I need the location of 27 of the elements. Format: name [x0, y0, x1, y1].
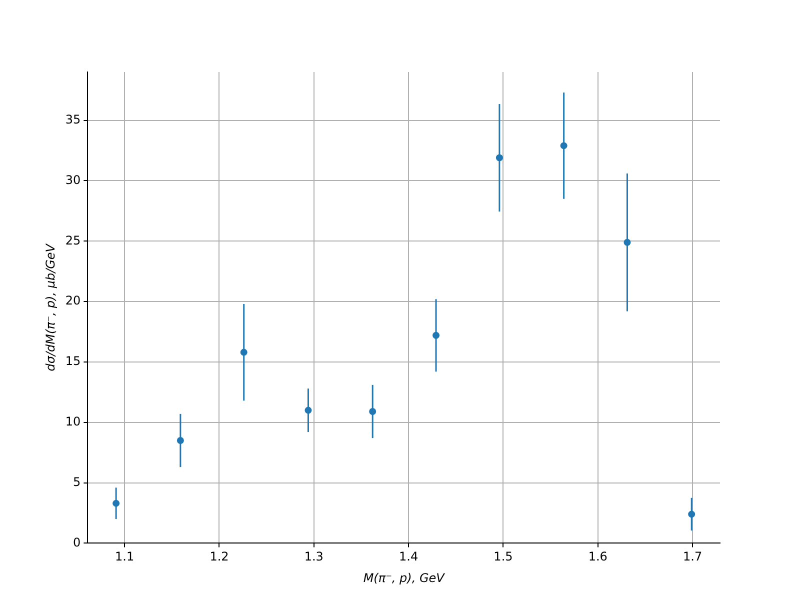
y-tick-label: 10: [65, 414, 81, 429]
y-tick-label: 25: [65, 233, 81, 248]
point: [496, 154, 503, 162]
point: [432, 332, 440, 339]
point: [240, 348, 248, 356]
x-tick-label: 1.7: [683, 550, 702, 564]
point: [112, 500, 120, 507]
y-tick-label: 20: [65, 294, 81, 308]
x-tick-label: 1.3: [304, 550, 324, 564]
y-axis-title: dσ/dM(π⁻, p), μb/GeV: [43, 243, 58, 372]
point: [176, 437, 184, 444]
y-tick-label: 15: [65, 354, 81, 368]
point: [560, 142, 568, 150]
x-tick-label: 1.6: [588, 550, 608, 564]
x-tick-label: 1.1: [115, 550, 134, 564]
y-tick-label: 35: [65, 112, 81, 126]
point: [369, 408, 376, 416]
x-axis-title: M(π⁻, p), GeV: [363, 570, 446, 585]
point: [688, 510, 696, 518]
x-tick-label: 1.2: [210, 550, 229, 564]
y-tick-label: 5: [73, 474, 81, 489]
y-tick-label: 0: [73, 535, 81, 550]
point: [624, 238, 631, 246]
y-tick-label: 30: [65, 172, 81, 187]
point: [304, 406, 312, 414]
x-tick-label: 1.4: [399, 550, 418, 564]
x-tick-label: 1.5: [494, 550, 513, 564]
